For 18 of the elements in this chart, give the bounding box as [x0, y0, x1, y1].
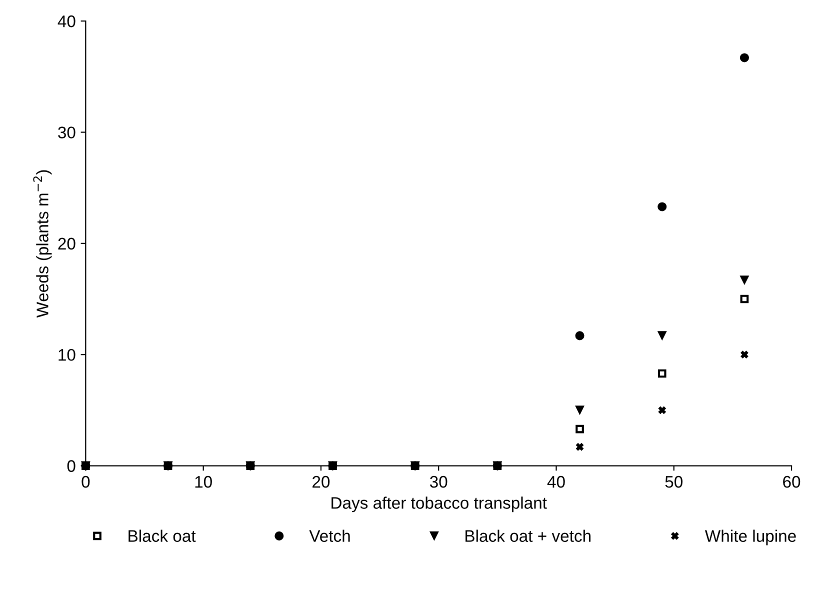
- x-tick-label: 20: [312, 476, 330, 488]
- x-tick-label: 60: [783, 476, 800, 488]
- y-tick-label: 20: [58, 238, 76, 250]
- x-tick-label: 50: [665, 476, 682, 488]
- y-tick-label: 40: [58, 15, 76, 28]
- x-tick-label: 40: [547, 476, 565, 488]
- legend-label: White lupine: [704, 530, 796, 546]
- y-tick-label: 0: [67, 460, 76, 472]
- y-axis-title: Weeds (plants m$^{−2}$): [33, 170, 52, 318]
- x-tick-label: 30: [430, 476, 448, 488]
- x-tick-label: 0: [82, 476, 90, 488]
- legend-label: Black oat: [128, 530, 196, 542]
- y-tick-label: 10: [58, 348, 76, 361]
- y-tick-label: 30: [58, 126, 76, 138]
- legend-label: Vetch: [309, 530, 350, 542]
- legend-label: Black oat + vetch: [466, 530, 590, 542]
- x-tick-label: 10: [195, 476, 212, 488]
- x-axis-title: Days after tobacco transplant: [332, 496, 547, 512]
